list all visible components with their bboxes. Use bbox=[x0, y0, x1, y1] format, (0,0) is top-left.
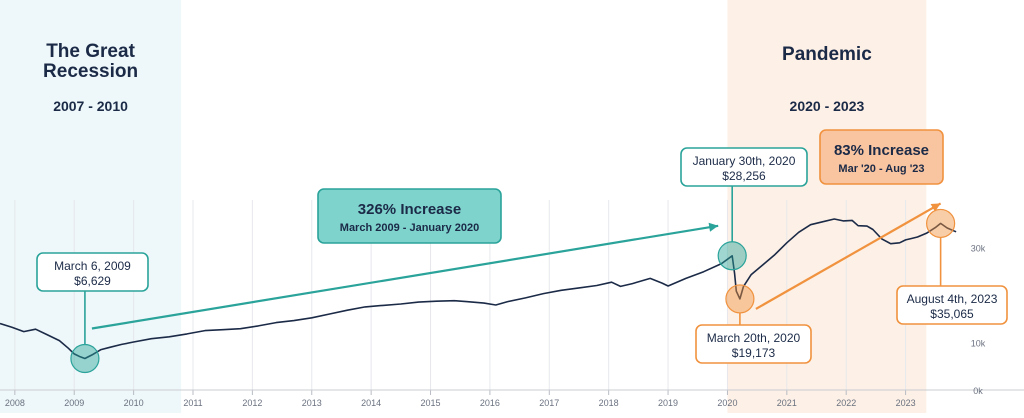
series-line bbox=[0, 218, 957, 360]
label-high-aug-2023-value: $35,065 bbox=[930, 307, 974, 321]
y-tick-label: 30k bbox=[971, 244, 986, 254]
label-low-mar-2020-date: March 20th, 2020 bbox=[707, 331, 801, 345]
callout-326-period: March 2009 - January 2020 bbox=[340, 222, 479, 234]
x-tick-label: 2015 bbox=[421, 398, 441, 408]
label-low-mar-2020-value: $19,173 bbox=[732, 346, 776, 360]
x-tick-label: 2009 bbox=[64, 398, 84, 408]
x-tick-label: 2013 bbox=[302, 398, 322, 408]
callout-83-headline: 83% Increase bbox=[834, 142, 929, 159]
marker-high-aug-2023 bbox=[926, 208, 956, 239]
label-high-aug-2023-date: August 4th, 2023 bbox=[907, 292, 998, 306]
label-low-2009-value: $6,629 bbox=[74, 274, 111, 288]
marker-low-mar-2020 bbox=[725, 284, 755, 314]
callout-83-box bbox=[819, 129, 944, 185]
callout-326-headline: 326% Increase bbox=[358, 201, 461, 218]
arrow-326-shaft bbox=[91, 224, 719, 330]
y-tick-label: 0k bbox=[973, 386, 983, 396]
x-tick-label: 2012 bbox=[242, 398, 262, 408]
x-tick-label: 2018 bbox=[599, 398, 619, 408]
band-0 bbox=[0, 0, 182, 413]
y-tick-label: 10k bbox=[971, 339, 986, 349]
callout-326-box bbox=[317, 188, 502, 244]
label-peak-jan-2020-box bbox=[680, 147, 808, 187]
label-peak-jan-2020-date: January 30th, 2020 bbox=[693, 154, 796, 168]
label-low-2009-date: March 6, 2009 bbox=[54, 259, 131, 273]
band-1-years: 2020 - 2023 bbox=[790, 98, 865, 114]
callout-83-period: Mar '20 - Aug '23 bbox=[838, 163, 924, 175]
arrow-83-head bbox=[930, 203, 941, 212]
x-tick-label: 2020 bbox=[717, 398, 737, 408]
price-line bbox=[0, 218, 957, 360]
x-tick-label: 2014 bbox=[361, 398, 381, 408]
x-tick-label: 2011 bbox=[183, 398, 202, 408]
label-low-2009-box bbox=[36, 252, 149, 292]
trend-arrows bbox=[91, 202, 942, 330]
point-markers bbox=[70, 208, 956, 374]
label-high-aug-2023-box bbox=[896, 285, 1008, 325]
x-tick-label: 2021 bbox=[777, 398, 797, 408]
arrow-326-head bbox=[708, 222, 719, 232]
marker-peak-jan-2020 bbox=[717, 241, 747, 271]
label-peak-jan-2020-value: $28,256 bbox=[722, 169, 766, 183]
x-tick-label: 2019 bbox=[658, 398, 678, 408]
band-1-title-line: Pandemic bbox=[782, 44, 872, 65]
axes: 2008 2009 2010 2011 2012 2013 2014 2015 2016 2017… bbox=[0, 244, 1024, 408]
band-0-title-line: Recession bbox=[43, 61, 138, 82]
annotation-labels: March 6, 2009$6,629 January 30th, 2020$28… bbox=[36, 129, 1008, 364]
x-tick-label: 2022 bbox=[836, 398, 856, 408]
grid-lines bbox=[14, 200, 907, 390]
x-tick-label: 2008 bbox=[5, 398, 25, 408]
arrow-83-shaft bbox=[755, 202, 942, 310]
band-0-years: 2007 - 2010 bbox=[53, 98, 128, 114]
x-tick-label: 2017 bbox=[539, 398, 559, 408]
x-tick-label: 2016 bbox=[480, 398, 500, 408]
x-tick-label: 2023 bbox=[896, 398, 916, 408]
label-low-mar-2020-box bbox=[695, 324, 812, 364]
band-0-title-line: The Great bbox=[46, 41, 135, 62]
marker-low-2009 bbox=[70, 343, 100, 374]
x-tick-label: 2010 bbox=[124, 398, 144, 408]
